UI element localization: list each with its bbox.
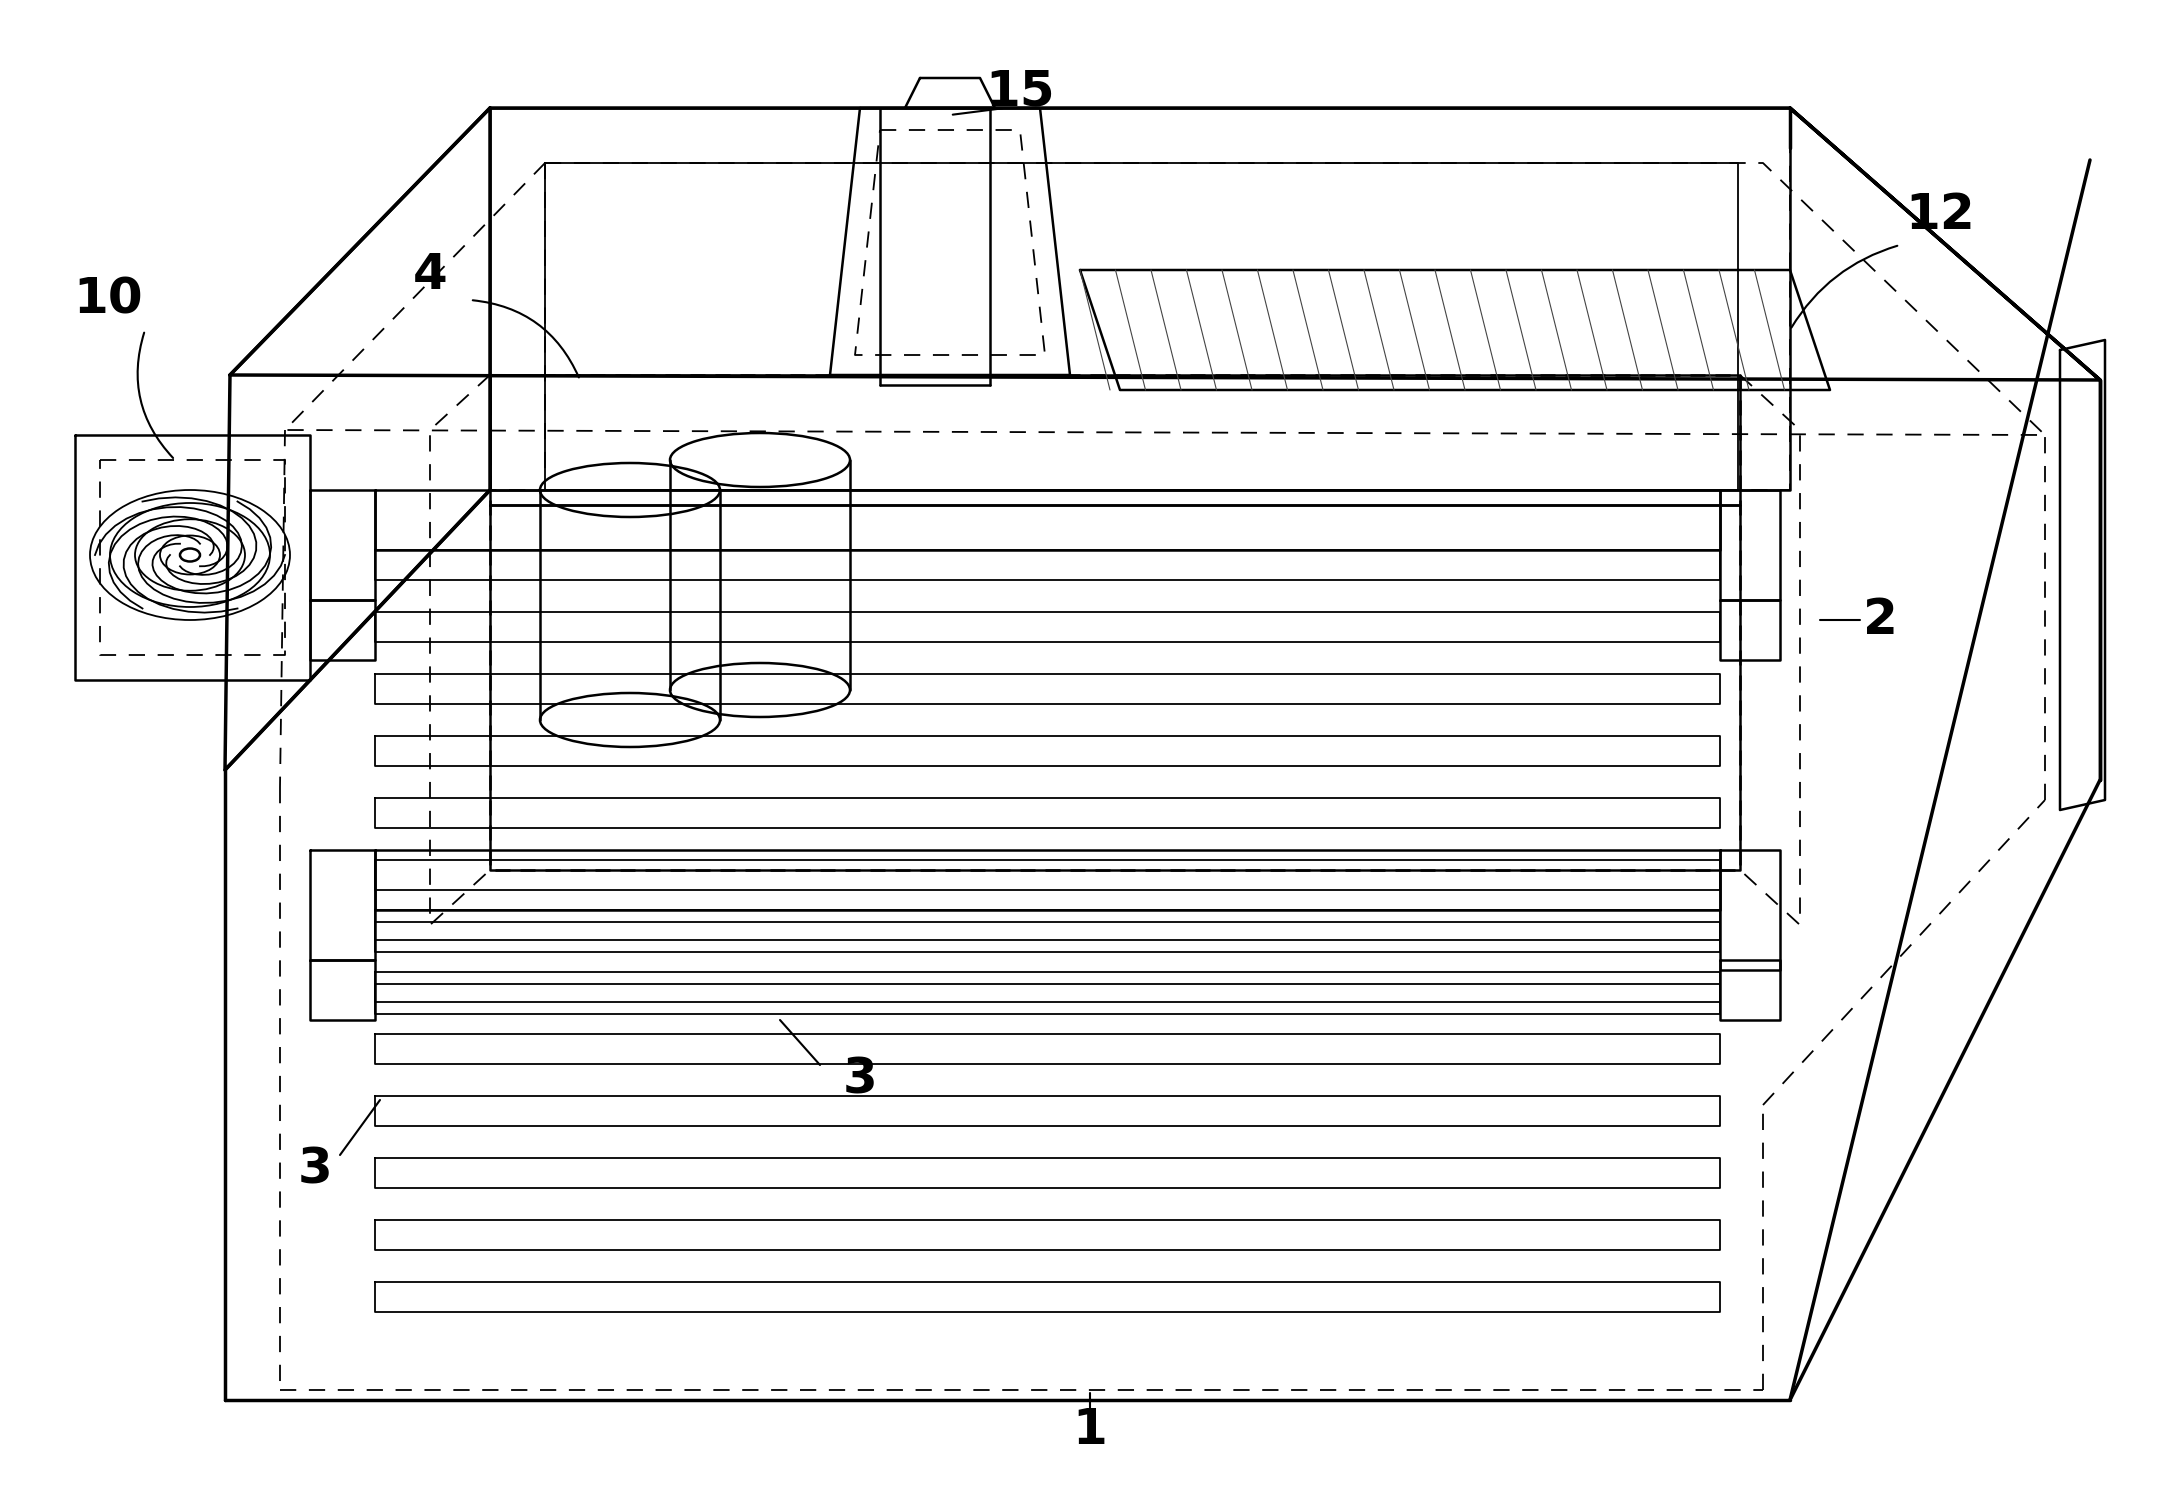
Text: 2: 2 <box>1863 596 1897 645</box>
Text: 3: 3 <box>842 1056 877 1103</box>
Text: 15: 15 <box>986 68 1056 116</box>
Text: 4: 4 <box>412 252 447 299</box>
Text: 1: 1 <box>1073 1406 1108 1453</box>
Text: 12: 12 <box>1906 191 1974 240</box>
Text: 10: 10 <box>74 275 142 325</box>
Text: 3: 3 <box>297 1147 332 1194</box>
